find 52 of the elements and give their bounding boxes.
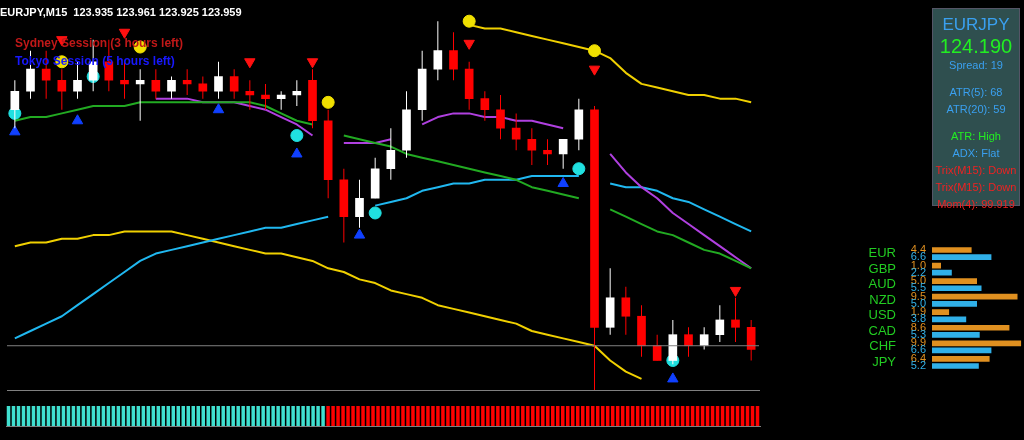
bar — [932, 285, 982, 292]
y-tick-label: EUR — [868, 245, 896, 261]
text: ATR(20): 59 — [945, 102, 1007, 117]
point — [729, 286, 742, 297]
point — [588, 65, 601, 76]
text: ATR: High — [950, 129, 1002, 144]
y-tick-label: CAD — [868, 322, 896, 338]
point — [572, 162, 586, 176]
point — [212, 103, 225, 114]
y-tick-label: NZD — [869, 291, 896, 307]
chart-title: EURJPY,M15 123.935 123.961 123.925 123.959 — [0, 5, 242, 18]
bar — [932, 316, 967, 323]
point — [306, 58, 319, 69]
y-tick-label: CHF — [869, 338, 897, 354]
bar — [932, 309, 950, 316]
point — [321, 95, 335, 109]
bar — [932, 247, 972, 253]
text: Trix(M15): Down — [934, 163, 1018, 178]
bar — [932, 300, 977, 307]
text: Spread: 19 — [948, 58, 1004, 73]
point — [290, 129, 304, 143]
bar — [932, 269, 952, 276]
point — [118, 28, 131, 39]
bar — [932, 324, 1010, 331]
bar — [932, 278, 977, 284]
text: Mom(4): 99.919 — [936, 197, 1016, 212]
bar — [932, 355, 990, 362]
point — [667, 372, 679, 383]
text: EURJPY — [941, 15, 1011, 35]
point — [463, 39, 475, 50]
point — [353, 228, 366, 239]
text: Trix(M15): Down — [934, 180, 1018, 195]
text: 124.190 — [938, 35, 1014, 57]
bar — [932, 293, 1018, 300]
y-tick-label: USD — [868, 307, 896, 323]
point — [9, 125, 21, 136]
point — [244, 58, 256, 69]
bar — [932, 340, 1022, 347]
point — [588, 44, 601, 58]
y-tick-label: GBP — [868, 260, 896, 276]
bar — [932, 332, 980, 338]
bar — [932, 254, 992, 261]
bar — [932, 363, 979, 369]
point — [71, 114, 84, 125]
y-tick-label: AUD — [868, 276, 896, 292]
point — [368, 206, 382, 220]
point — [557, 176, 569, 187]
y-tick-label: JPY — [872, 354, 897, 369]
point — [291, 147, 303, 158]
text: ATR(5): 68 — [948, 85, 1004, 100]
text: ADX: Flat — [951, 146, 1001, 161]
point — [462, 14, 476, 28]
